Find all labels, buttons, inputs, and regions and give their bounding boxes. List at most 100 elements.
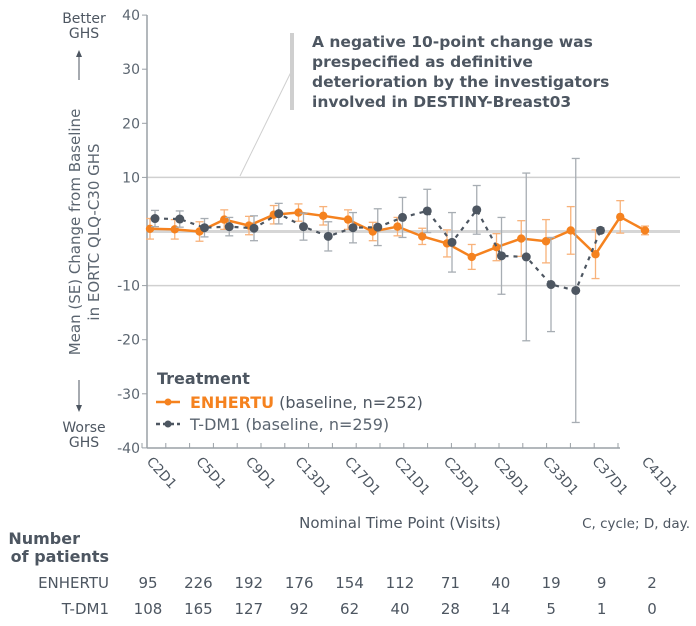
annotation-line-4: involved in DESTINY-Breast03 (312, 93, 571, 111)
table-row-label-enhertu: ENHERTU (38, 574, 109, 592)
data-point (224, 222, 234, 232)
annotation-bar (290, 33, 294, 110)
table-cell: 62 (340, 600, 359, 618)
x-tick-label: C21D1 (391, 454, 433, 499)
table-cell: 9 (597, 574, 607, 592)
x-tick-label: C9D1 (242, 454, 279, 492)
legend-label-enhertu: ENHERTU (baseline, n=252) (190, 393, 423, 412)
y-tick-label: -40 (117, 441, 140, 457)
y-axis-label-line-2: in EORTC QLQ-C30 GHS (85, 143, 103, 320)
data-point (274, 209, 284, 219)
table-cell: 71 (441, 574, 460, 592)
data-point (145, 224, 155, 233)
annotation-line-3: deterioration by the investigators (312, 73, 609, 91)
data-point (393, 222, 402, 231)
patients-table: Number of patients ENHERTU T-DM1 95 226 19… (8, 529, 656, 618)
up-arrow-icon (76, 50, 82, 80)
data-point (497, 251, 506, 261)
table-cell: 95 (138, 574, 157, 592)
down-arrow-icon (76, 380, 82, 412)
table-cell: 0 (647, 600, 657, 618)
data-point (571, 285, 581, 295)
better-label: Better (62, 11, 106, 27)
series-tdm1 (150, 157, 605, 424)
table-cell: 1 (597, 600, 607, 618)
x-tick-label: C37D1 (589, 454, 631, 499)
table-cell: 127 (234, 600, 263, 618)
y-tick-label: -30 (117, 387, 140, 403)
legend-name-tdm1: T-DM1 (189, 415, 240, 434)
data-point (616, 212, 625, 222)
x-axis-label: Nominal Time Point (Visits) (299, 514, 501, 532)
table-cell: 19 (542, 574, 561, 592)
table-cell: 92 (290, 600, 309, 618)
data-point (299, 222, 308, 232)
data-point (447, 237, 457, 247)
table-row-label-tdm1: T-DM1 (61, 600, 109, 618)
data-point (200, 223, 209, 233)
data-point (175, 214, 185, 224)
x-tick-label: C41D1 (638, 454, 680, 499)
table-cell: 40 (491, 574, 510, 592)
x-tick-label: C29D1 (490, 454, 532, 499)
better-ghs-label: GHS (69, 26, 99, 42)
table-cell: 165 (184, 600, 213, 618)
table-cell: 14 (491, 600, 510, 618)
worse-label: Worse (62, 420, 105, 436)
data-point (319, 211, 328, 221)
data-point (343, 215, 353, 224)
legend-item-tdm1: T-DM1 (baseline, n=259) (156, 415, 389, 434)
x-tick-label: C33D1 (539, 454, 581, 499)
data-point (348, 223, 358, 233)
table-cell: 176 (285, 574, 314, 592)
data-point (566, 226, 575, 235)
y-tick-label: -10 (117, 279, 140, 295)
legend: Treatment ENHERTU (baseline, n=252) T-DM1… (156, 369, 423, 434)
data-point (517, 234, 526, 243)
x-tick-label: C2D1 (143, 454, 180, 492)
table-cell: 192 (234, 574, 263, 592)
annotation: A negative 10-point change was prespecif… (239, 33, 609, 177)
annotation-line-2: prespecified as definitive (312, 53, 533, 71)
data-point (591, 250, 600, 259)
y-tick-label: 40 (122, 8, 140, 24)
data-point (521, 252, 531, 262)
table-cell: 226 (184, 574, 213, 592)
table-cell: 2 (647, 574, 657, 592)
legend-title: Treatment (157, 369, 250, 388)
data-point (418, 232, 427, 241)
data-point (373, 222, 383, 232)
footnote: C, cycle; D, day. (582, 516, 690, 532)
data-point (398, 212, 407, 222)
y-tick-label: -20 (117, 333, 140, 349)
table-title-line-1: Number (8, 529, 80, 548)
table-cell: 28 (441, 600, 460, 618)
series-enhertu (145, 200, 650, 280)
data-point (323, 231, 333, 241)
data-point (220, 215, 229, 224)
data-point (170, 225, 179, 234)
x-tick-label: C5D1 (193, 454, 230, 492)
data-point (294, 208, 303, 217)
table-title-line-2: of patients (11, 547, 109, 566)
table-cell: 108 (134, 600, 163, 618)
data-point (492, 242, 501, 252)
data-point (640, 226, 650, 235)
table-cell: 40 (390, 600, 409, 618)
data-point (422, 206, 432, 216)
x-tick-label: C17D1 (341, 454, 383, 499)
x-tick-label: C25D1 (440, 454, 482, 499)
annotation-line-1: A negative 10-point change was (312, 33, 593, 51)
data-point (546, 280, 556, 290)
data-point (467, 252, 476, 262)
legend-label-tdm1: T-DM1 (baseline, n=259) (189, 415, 389, 434)
y-tick-label: 20 (122, 116, 140, 132)
data-point (472, 205, 482, 215)
y-tick-label: 10 (122, 170, 140, 186)
table-cell: 5 (546, 600, 556, 618)
data-point (541, 237, 551, 246)
legend-name-enhertu: ENHERTU (190, 393, 274, 412)
annotation-leader-line (239, 69, 293, 177)
